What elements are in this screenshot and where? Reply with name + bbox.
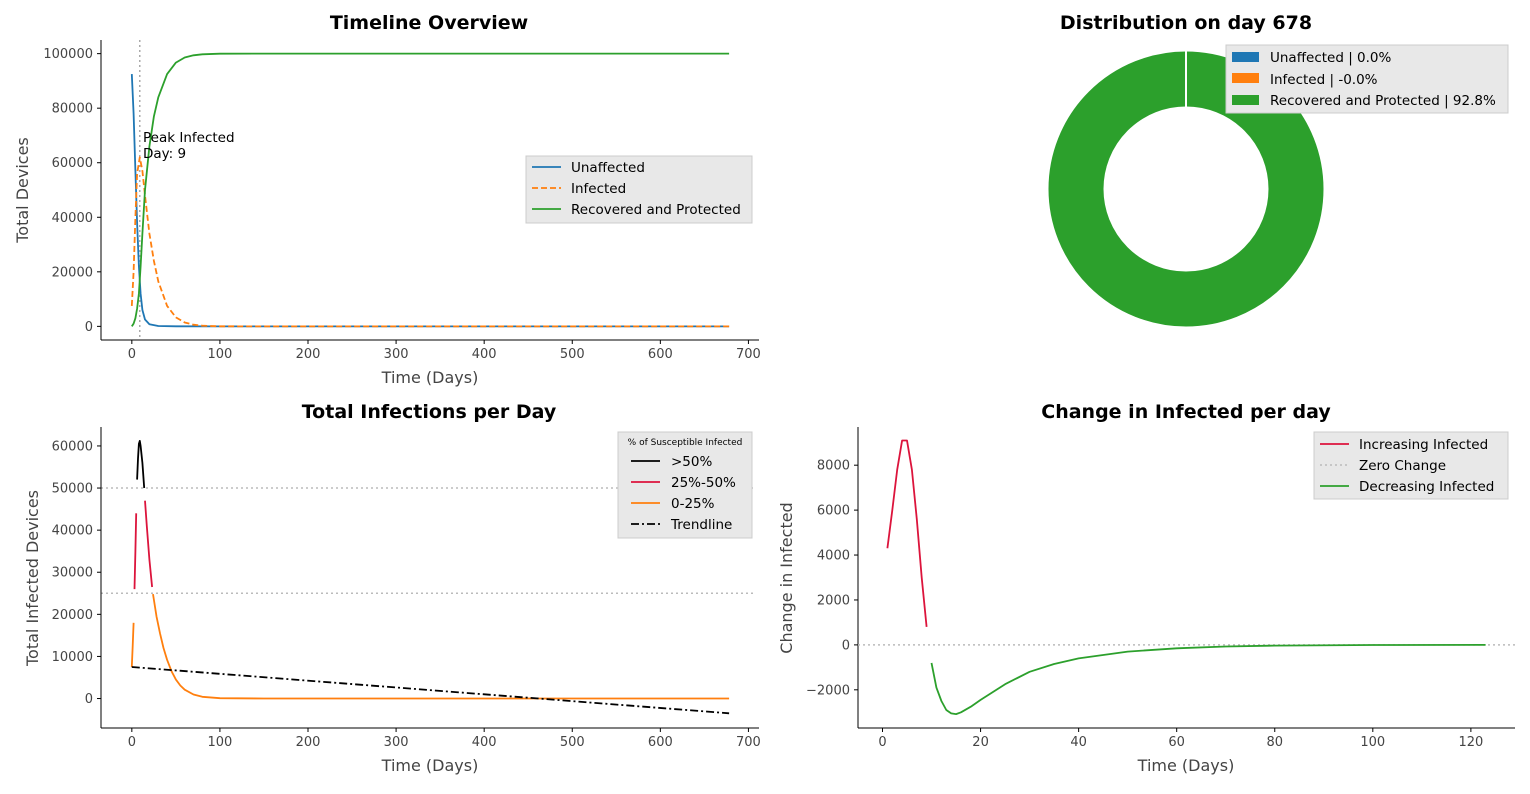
y-tick-label: 40000 <box>52 524 93 539</box>
y-axis-label: Total Infected Devices <box>23 490 42 667</box>
legend: Unaffected | 0.0% Infected | -0.0% Recov… <box>1225 44 1509 114</box>
x-tick-label: 100 <box>1360 735 1385 750</box>
y-tick-label: 20000 <box>52 265 93 280</box>
series-line-increasing-infected <box>886 439 928 627</box>
legend-box <box>617 431 753 539</box>
timeline-overview-chart: Timeline Overview 0 20000 40000 60000 80000 1… <box>13 12 761 387</box>
x-tick-label: 0 <box>128 347 136 362</box>
series-line-25-50 <box>133 513 138 590</box>
x-tick-label: 400 <box>472 347 497 362</box>
x-tick-label: 300 <box>384 347 409 362</box>
legend-box <box>1225 44 1509 114</box>
x-tick-label: 600 <box>648 735 673 750</box>
y-tick-label: 8000 <box>817 459 850 474</box>
x-tick-label: 600 <box>648 347 673 362</box>
y-tick-label: 0 <box>842 638 850 653</box>
legend-label-decreasing: Decreasing Infected <box>1359 479 1494 495</box>
y-tick-label: 4000 <box>817 549 850 564</box>
y-axis-label: Change in Infected <box>777 502 796 653</box>
x-tick-label: 80 <box>1266 735 1283 750</box>
legend-label-recovered: Recovered and Protected | 92.8% <box>1270 93 1496 109</box>
legend-label-recovered: Recovered and Protected <box>571 202 741 218</box>
legend-title: % of Susceptible Infected <box>628 438 743 448</box>
legend-label-over-50: >50% <box>671 454 712 470</box>
legend-label-25-50: 25%-50% <box>671 475 736 491</box>
x-axis-label: Time (Days) <box>381 368 479 387</box>
y-tick-label: 20000 <box>52 608 93 623</box>
y-tick-label: 40000 <box>52 211 93 226</box>
legend-label-infected: Infected | -0.0% <box>1270 72 1378 88</box>
y-tick-label: 100000 <box>43 47 93 62</box>
y-tick-label: 30000 <box>52 566 93 581</box>
series-line-recovered-and-protected <box>131 52 730 327</box>
series-line-decreasing-infected <box>930 644 1486 715</box>
y-tick-label: 0 <box>85 320 93 335</box>
x-tick-label: 200 <box>296 735 321 750</box>
legend-label-0-25: 0-25% <box>671 496 715 512</box>
y-tick-label: 6000 <box>817 504 850 519</box>
y-tick-label: 60000 <box>52 439 93 454</box>
y-tick-label: 60000 <box>52 156 93 171</box>
x-tick-label: 40 <box>1070 735 1087 750</box>
timeline-overview-title: Timeline Overview <box>330 12 528 34</box>
x-tick-label: 0 <box>878 735 886 750</box>
total-infections-chart: Total Infections per Day 010000200003000… <box>23 401 761 775</box>
legend-label-infected: Infected <box>571 181 626 197</box>
x-tick-label: 700 <box>736 347 761 362</box>
legend-swatch-infected <box>1232 73 1259 83</box>
legend-swatch-recovered <box>1232 95 1259 105</box>
x-tick-label: 120 <box>1458 735 1483 750</box>
y-axis-label: Total Devices <box>13 137 32 244</box>
legend: Increasing Infected Zero Change Decreasi… <box>1313 431 1509 500</box>
x-tick-label: 100 <box>208 735 233 750</box>
x-tick-label: 60 <box>1168 735 1185 750</box>
distribution-donut-chart: Distribution on day 678 Unaffected | 0.0… <box>1048 12 1509 327</box>
y-tick-label: 10000 <box>52 650 93 665</box>
x-axis-label: Time (Days) <box>1137 756 1235 775</box>
change-in-infected-title: Change in Infected per day <box>1041 401 1331 423</box>
x-tick-label: 500 <box>560 735 585 750</box>
y-tick-label: 2000 <box>817 593 850 608</box>
x-tick-label: 100 <box>208 347 233 362</box>
x-tick-label: 0 <box>128 735 136 750</box>
total-infections-title: Total Infections per Day <box>302 401 557 423</box>
x-tick-label: 200 <box>296 347 321 362</box>
legend-label-increasing: Increasing Infected <box>1359 437 1488 453</box>
x-axis-label: Time (Days) <box>381 756 479 775</box>
y-tick-label: 0 <box>85 692 93 707</box>
legend: Unaffected Infected Recovered and Protec… <box>525 155 753 224</box>
series-line-25-50 <box>144 500 153 588</box>
series-line-infected <box>130 156 730 328</box>
series-line-trendline <box>131 666 730 715</box>
x-tick-label: 700 <box>736 735 761 750</box>
peak-annotation-line2: Day: 9 <box>143 146 186 162</box>
legend-swatch-unaffected <box>1232 52 1259 62</box>
legend: % of Susceptible Infected >50% 25%-50% 0… <box>617 431 753 539</box>
x-tick-label: 20 <box>972 735 989 750</box>
y-tick-label: 80000 <box>52 102 93 117</box>
series-line-0-25 <box>130 622 135 668</box>
y-tick-label: 50000 <box>52 482 93 497</box>
legend-label-unaffected: Unaffected | 0.0% <box>1270 50 1392 66</box>
legend-box <box>525 155 753 224</box>
x-tick-label: 500 <box>560 347 585 362</box>
y-tick-label: −2000 <box>806 683 850 698</box>
legend-label-unaffected: Unaffected <box>571 160 645 176</box>
series-line-0-25 <box>152 593 730 700</box>
x-tick-label: 300 <box>384 735 409 750</box>
distribution-title: Distribution on day 678 <box>1060 12 1312 34</box>
legend-label-trendline: Trendline <box>670 517 732 533</box>
change-in-infected-chart: Change in Infected per day −200002000400… <box>777 401 1515 775</box>
legend-label-zero-change: Zero Change <box>1359 458 1446 474</box>
series-line-unaffected <box>130 74 730 328</box>
peak-annotation-line1: Peak Infected <box>143 130 235 146</box>
x-tick-label: 400 <box>472 735 497 750</box>
series-line-50 <box>136 440 146 489</box>
